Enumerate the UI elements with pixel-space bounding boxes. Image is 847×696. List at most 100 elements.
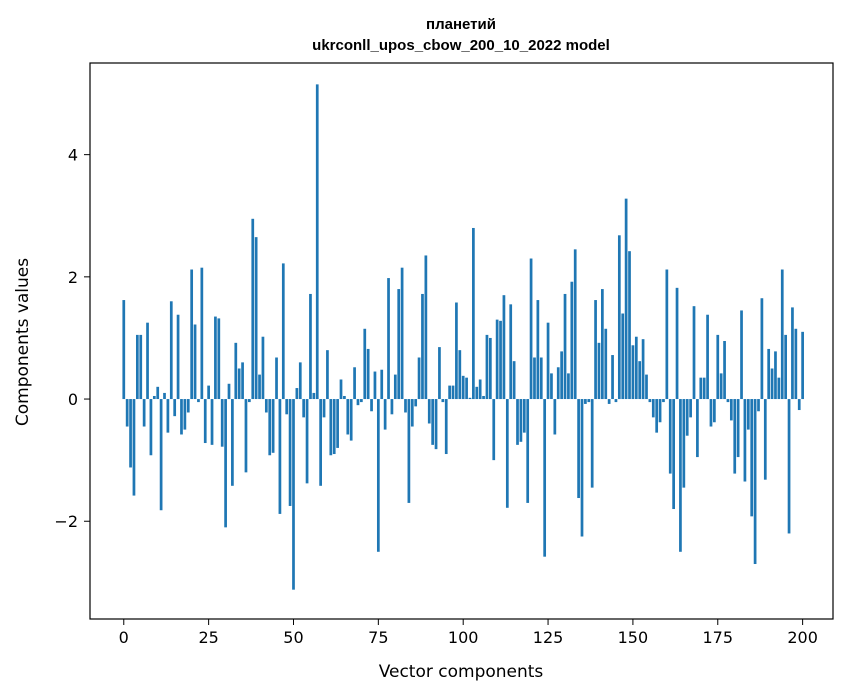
bar <box>573 249 577 400</box>
bar <box>740 310 743 400</box>
bar <box>156 386 160 400</box>
bar <box>264 399 268 413</box>
bar <box>421 293 424 400</box>
bar <box>648 399 652 403</box>
bar <box>169 301 173 400</box>
bar <box>709 399 713 427</box>
chart-title-line-2: ukrconll_upos_cbow_200_10_2022 model <box>312 37 610 54</box>
bar <box>468 397 472 400</box>
bar <box>550 373 553 400</box>
bar <box>472 227 475 400</box>
bar <box>193 324 197 400</box>
bar <box>427 399 431 424</box>
bar <box>485 334 489 400</box>
x-tick-label: 150 <box>618 628 649 647</box>
bar <box>210 399 214 445</box>
chart-title-line-1: планетий <box>426 16 496 33</box>
bar <box>281 263 285 400</box>
bar <box>539 357 543 400</box>
bar <box>594 300 597 400</box>
bar <box>322 399 326 418</box>
bar <box>326 350 329 400</box>
bar <box>631 345 635 400</box>
bar <box>696 399 699 458</box>
bar <box>587 399 591 403</box>
bar <box>699 377 703 400</box>
bar <box>617 235 621 400</box>
bar <box>536 300 540 400</box>
bar <box>173 399 177 417</box>
bar <box>461 375 465 400</box>
bar <box>176 314 180 400</box>
bar <box>519 399 523 442</box>
bar <box>268 399 272 456</box>
bar <box>607 399 611 404</box>
bar <box>668 399 672 474</box>
bar <box>733 399 737 474</box>
bar <box>546 322 550 400</box>
bar <box>200 267 204 400</box>
bar <box>271 399 275 453</box>
bar <box>319 399 322 486</box>
bar <box>404 399 407 413</box>
bar <box>757 399 760 412</box>
bar <box>441 399 445 403</box>
bar <box>580 399 584 537</box>
bar <box>258 374 261 400</box>
bar <box>685 399 689 436</box>
bar <box>275 357 278 400</box>
bar <box>774 351 777 400</box>
bar <box>570 281 574 400</box>
bar <box>356 399 360 406</box>
bar <box>431 399 435 445</box>
bar <box>621 313 625 400</box>
bar <box>746 399 750 430</box>
bar <box>478 379 482 400</box>
bar <box>743 399 747 482</box>
x-tick-label: 75 <box>368 628 388 647</box>
bar <box>726 399 730 403</box>
y-axis-ticks: −2 0 2 4 <box>54 146 90 531</box>
bar <box>597 342 601 400</box>
bar <box>346 399 350 435</box>
bar <box>702 377 706 400</box>
bar <box>336 399 339 448</box>
bar <box>689 399 692 418</box>
bar <box>129 399 132 468</box>
bar <box>241 362 244 400</box>
bar <box>292 399 295 590</box>
bar <box>363 328 367 400</box>
bar <box>692 306 696 400</box>
bar <box>716 334 720 400</box>
bar <box>553 399 557 435</box>
bar <box>393 374 397 400</box>
bar <box>499 320 502 400</box>
bar <box>797 399 801 411</box>
bar <box>207 385 210 400</box>
bar <box>638 361 642 400</box>
bar <box>278 399 282 514</box>
bar <box>584 399 587 404</box>
bar <box>424 255 428 400</box>
bar <box>163 392 166 400</box>
y-tick-label: −2 <box>54 512 78 531</box>
bar <box>791 307 794 400</box>
bar <box>251 218 255 400</box>
bar <box>370 399 373 412</box>
bar <box>634 336 638 400</box>
y-tick-label: 2 <box>68 268 78 287</box>
bar <box>220 399 224 447</box>
bar <box>723 341 726 400</box>
bar <box>488 337 492 400</box>
bar <box>149 399 153 456</box>
bar <box>736 399 740 458</box>
bar <box>353 367 356 400</box>
bar <box>390 399 394 415</box>
bar <box>563 293 567 400</box>
bar <box>288 399 292 506</box>
bar <box>495 319 499 400</box>
x-tick-label: 125 <box>533 628 564 647</box>
bar <box>332 399 336 455</box>
bar <box>376 399 380 552</box>
